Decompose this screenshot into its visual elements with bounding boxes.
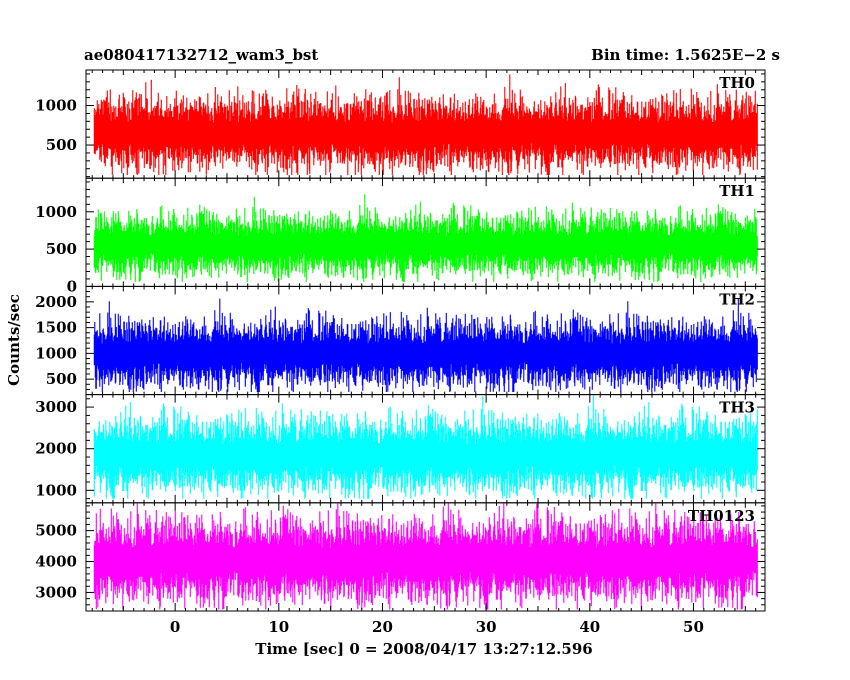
y-tick-label: 1000 [35,97,77,115]
x-tick-label: 50 [683,618,704,636]
y-tick-label: 4000 [35,553,77,571]
y-tick-label: 1000 [35,203,77,221]
series-th2 [93,298,758,392]
y-tick-label: 3000 [35,398,77,416]
series-th3 [93,394,758,499]
x-tick-label: 10 [268,618,289,636]
series-label: TH0123 [688,507,755,525]
panel-th0123: 3000 4000 5000 TH0123 [35,502,766,612]
panel-th0: 500 1000 TH0 [35,69,766,179]
y-tick-label: 2000 [35,293,77,311]
series-label: TH2 [719,290,755,308]
y-tick-label: 0 [67,277,77,295]
y-tick-label: 2000 [35,440,77,458]
series-th0 [93,74,758,175]
y-tick-label: 3000 [35,583,77,601]
x-tick-label: 40 [579,618,600,636]
y-tick-label: 500 [46,370,77,388]
panel-th2: 500 1000 1500 2000 TH2 [35,285,766,396]
y-tick-label: 1000 [35,481,77,499]
bin-time-label: Bin time: 1.5625E−2 s [591,46,780,64]
y-tick-label: 1000 [35,344,77,362]
x-tick-label: 30 [476,618,497,636]
y-axis-title: Counts/sec [5,294,23,386]
series-th1 [93,194,758,282]
x-tick-label: 0 [170,618,180,636]
series-th0123 [93,502,758,610]
series-label: TH0 [719,74,755,92]
panel-th1: 0 500 1000 TH1 [35,177,766,295]
panel-th3: 1000 2000 3000 TH3 [35,394,766,504]
series-label: TH3 [719,399,755,417]
y-tick-label: 500 [46,136,77,154]
x-tick-label: 20 [372,618,393,636]
y-tick-label: 5000 [35,522,77,540]
figure-title: ae080417132712_wam3_bst [84,46,318,64]
x-axis-title: Time [sec] 0 = 2008/04/17 13:27:12.596 [255,640,592,658]
series-label: TH1 [719,182,755,200]
y-tick-label: 1500 [35,319,77,337]
y-tick-label: 500 [46,240,77,258]
panel-frame [85,502,766,612]
